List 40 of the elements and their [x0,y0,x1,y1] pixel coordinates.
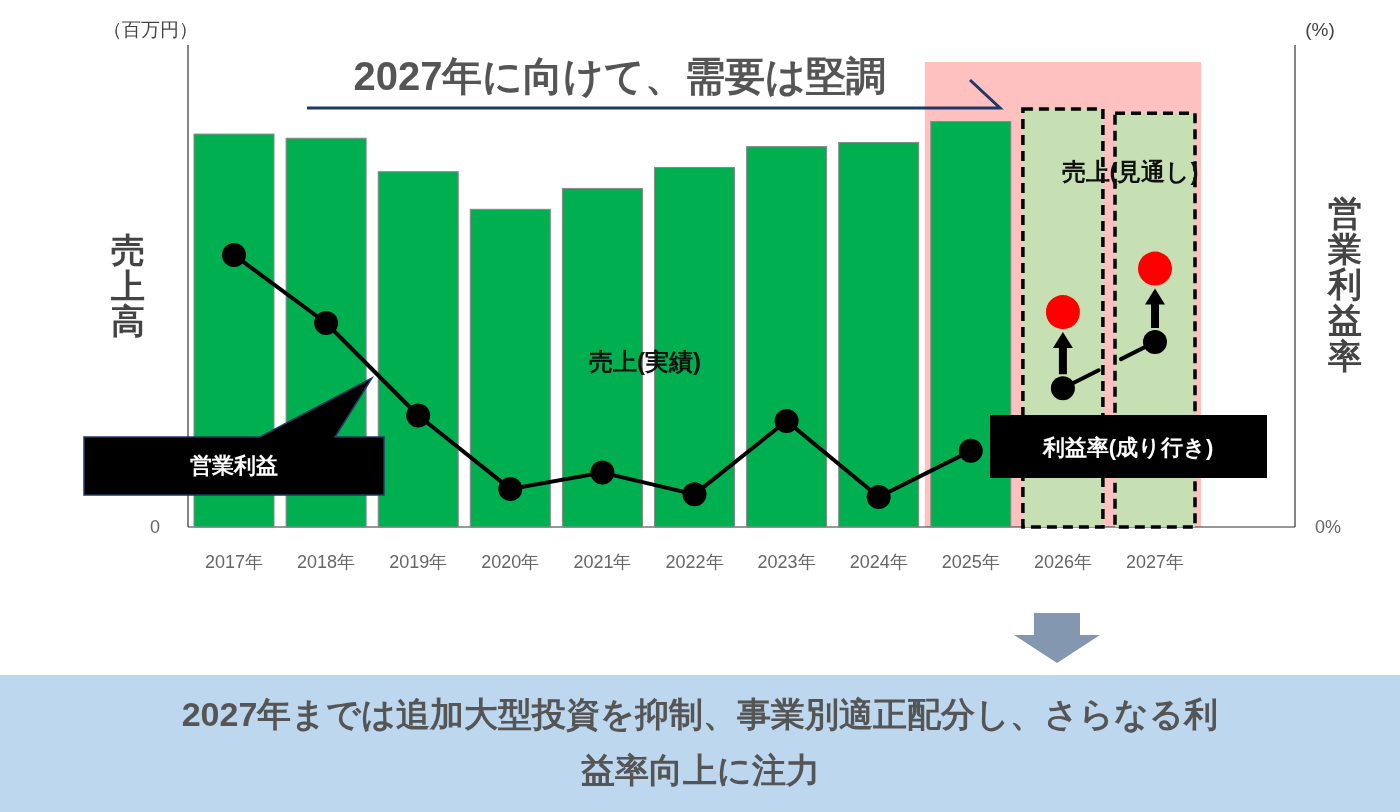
bar [377,171,459,528]
bar [746,146,828,528]
annotation: 利益率(成り行き) [1041,435,1214,460]
point [866,485,891,510]
text: 0 [149,517,161,537]
point [1143,330,1167,355]
bar [838,141,920,528]
point [498,476,523,501]
annotation: 売上(見通し) [1061,158,1199,185]
point [314,311,339,335]
point [1138,251,1172,286]
x-tick-label: 2020年 [481,552,540,572]
point [774,408,799,433]
point [222,243,246,267]
x-tick-label: 2024年 [849,552,908,572]
x-tick-label: 2027年 [1125,552,1185,572]
bar [469,208,551,528]
point [590,460,615,485]
x-tick-label: 2017年 [204,552,264,572]
chart-title: 2027年に向けて、需要は堅調 [353,54,887,99]
x-tick-label: 2023年 [757,552,816,572]
x-tick-label: 2021年 [573,552,632,572]
x-tick-label: 2018年 [297,552,356,572]
x-tick-label: 2019年 [389,552,448,572]
text: 2027年までは追加大型投資を抑制、事業別適正配分し、さらなる利益率向上に注力 [180,694,1220,791]
annotation: 営業利益 [190,453,278,478]
text: (%) [1305,19,1335,40]
point [682,482,707,507]
point [958,438,983,463]
x-tick-label: 2025年 [941,552,1000,572]
x-tick-label: 2022年 [665,552,724,572]
point [406,403,431,428]
y2-axis-title: 営業利益率 [1326,194,1362,375]
y-axis-title: 売上高 [110,231,145,341]
x-tick-label: 2026年 [1033,552,1092,572]
text: （百万円） [102,19,198,40]
point [1050,376,1075,401]
point [1045,295,1080,330]
text: 0% [1314,517,1342,537]
bar [930,121,1012,528]
